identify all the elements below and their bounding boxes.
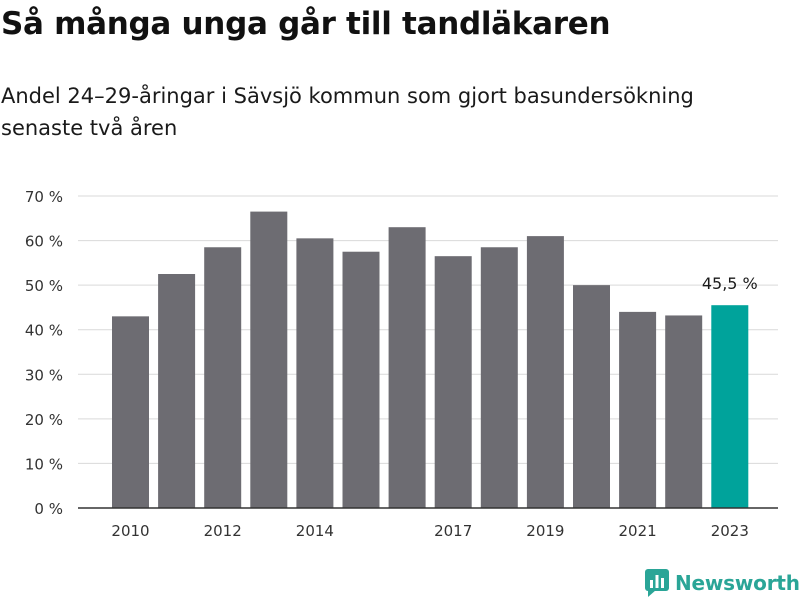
x-tick-label: 2012 (204, 522, 242, 540)
bar (434, 256, 472, 508)
bar (619, 311, 657, 508)
newsworthy-logo-icon (645, 569, 669, 597)
bar (526, 236, 564, 508)
chart-subtitle: Andel 24–29-åringar i Sävsjö kommun som … (1, 84, 694, 140)
bar (388, 227, 426, 508)
x-tick-label: 2010 (111, 522, 149, 540)
brand-logo: Newsworthy (645, 569, 800, 597)
bar (112, 316, 149, 508)
y-tick-label: 40 % (25, 322, 63, 340)
y-tick-label: 10 % (25, 455, 63, 473)
bar-chart: 0 % 10 % 20 % 30 % 40 % 50 % 60 % 70 % 2010 2012 2… (25, 188, 778, 540)
y-tick-label: 0 % (34, 500, 63, 518)
y-tick-label: 60 % (25, 233, 63, 251)
x-tick-label: 2021 (619, 522, 657, 540)
x-tick-label: 2019 (526, 522, 564, 540)
bar (573, 285, 610, 508)
data-label: 45,5 % (702, 274, 758, 293)
x-tick-label: 2014 (296, 522, 334, 540)
y-tick-label: 70 % (25, 188, 63, 206)
bar (204, 247, 242, 508)
y-tick-label: 20 % (25, 411, 63, 429)
brand-name: Newsworthy (675, 571, 800, 595)
y-tick-label: 50 % (25, 277, 63, 295)
bar (158, 274, 196, 508)
bar (342, 251, 380, 508)
bar (296, 238, 334, 509)
bar-highlight (711, 305, 749, 508)
x-tick-label: 2017 (434, 522, 472, 540)
bar (250, 211, 288, 508)
y-tick-label: 30 % (25, 366, 63, 384)
bar (665, 315, 703, 508)
x-tick-label: 2023 (711, 522, 749, 540)
bar (480, 247, 518, 508)
chart-title: Så många unga går till tandläkaren (1, 6, 611, 42)
